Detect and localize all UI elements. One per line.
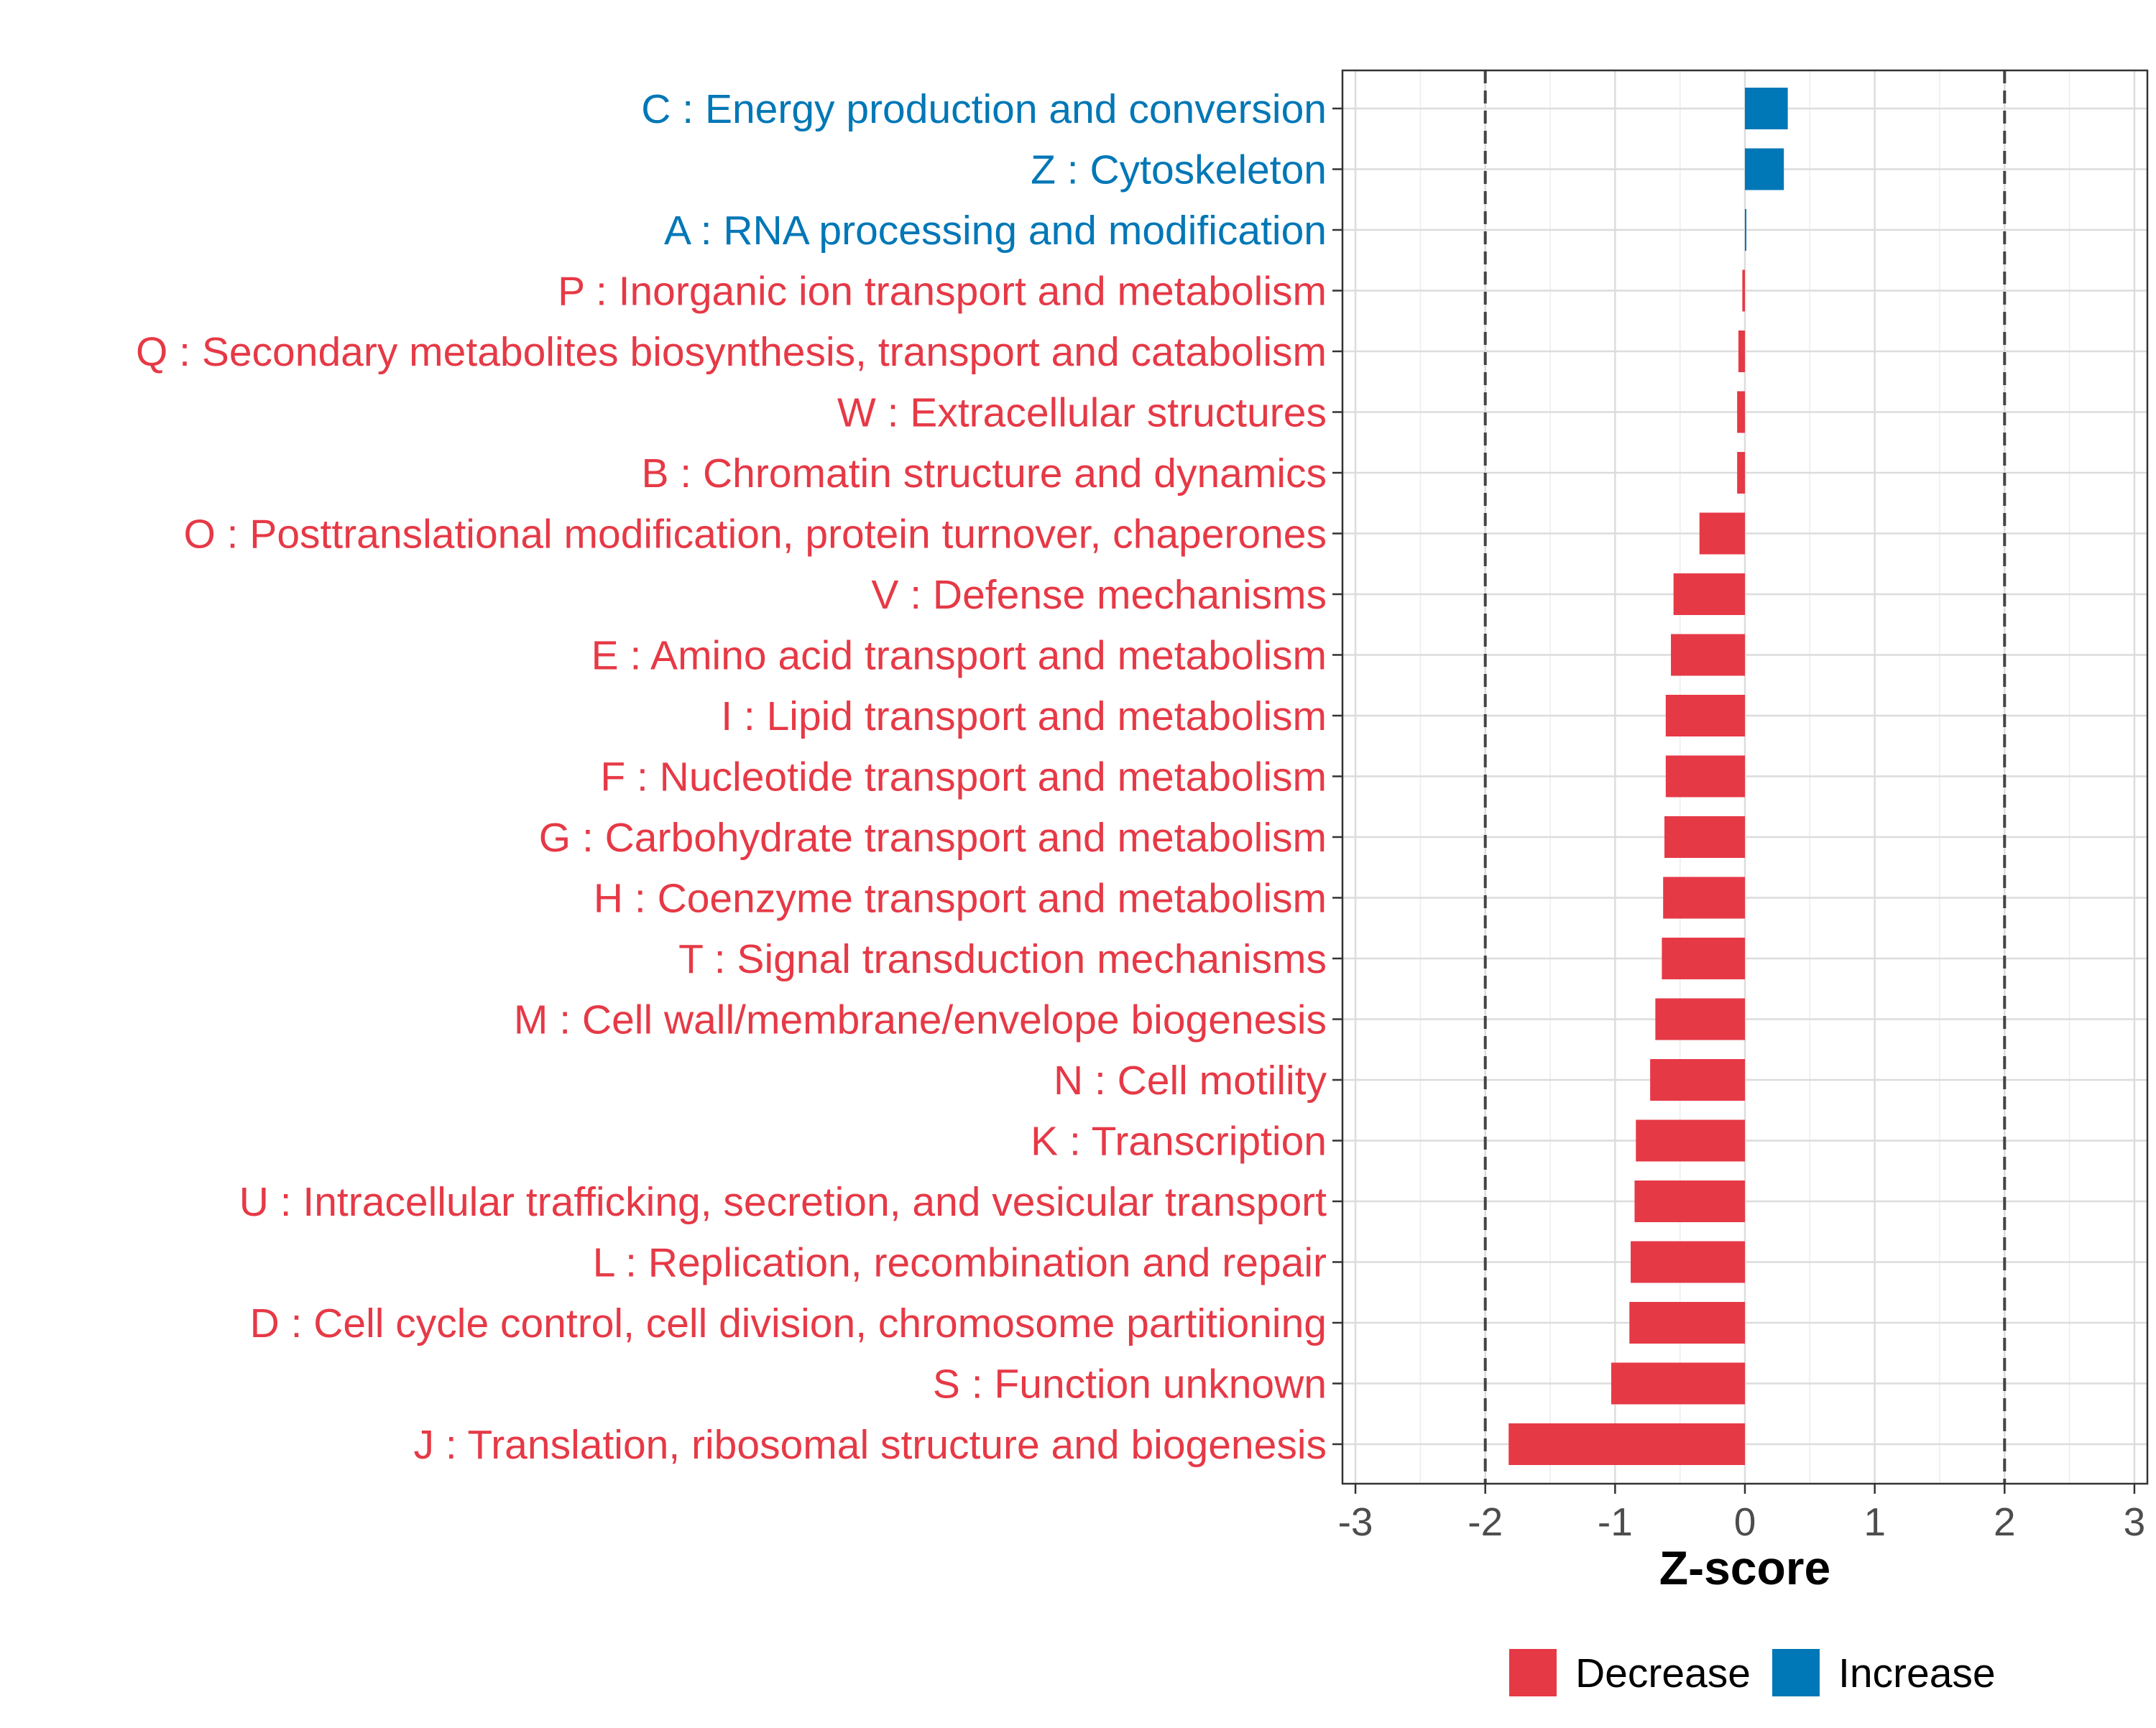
bar <box>1631 1241 1745 1283</box>
category-label: Z : Cytoskeleton <box>1031 147 1327 193</box>
x-tick-label: 1 <box>1864 1500 1886 1544</box>
legend: Decrease Increase <box>1509 1649 1996 1696</box>
category-label: S : Function unknown <box>933 1362 1327 1408</box>
category-label: T : Signal transduction mechanisms <box>678 936 1327 982</box>
category-label: E : Amino acid transport and metabolism <box>591 633 1327 679</box>
x-tick-label: 2 <box>1994 1500 2016 1544</box>
bar <box>1663 877 1745 919</box>
category-label: A : RNA processing and modification <box>664 208 1327 254</box>
category-label: K : Transcription <box>1031 1119 1327 1165</box>
bar <box>1745 88 1788 129</box>
legend-label: Increase <box>1838 1650 1996 1696</box>
bar <box>1745 148 1784 190</box>
bar <box>1636 1119 1745 1162</box>
category-axis: C : Energy production and conversion Z : … <box>136 86 1342 1468</box>
category-label: H : Coenzyme transport and metabolism <box>594 876 1327 922</box>
bar <box>1508 1423 1745 1465</box>
bar <box>1673 573 1745 615</box>
category-label: U : Intracellular trafficking, secretion… <box>239 1179 1327 1225</box>
category-label: M : Cell wall/membrane/envelope biogenes… <box>514 997 1327 1043</box>
category-label: W : Extracellular structures <box>837 390 1327 436</box>
bar <box>1737 391 1745 433</box>
bar <box>1629 1302 1745 1344</box>
category-label: O : Posttranslational modification, prot… <box>183 512 1327 558</box>
reference-lines <box>1483 70 2007 1484</box>
x-axis-title: Z-score <box>1659 1541 1830 1594</box>
bar <box>1650 1059 1745 1101</box>
legend-key <box>1509 1649 1557 1696</box>
x-tick-label: -3 <box>1338 1500 1373 1544</box>
category-label: V : Defense mechanisms <box>871 572 1327 618</box>
legend-label: Decrease <box>1575 1650 1751 1696</box>
category-label: N : Cell motility <box>1054 1058 1327 1104</box>
x-tick-label: 3 <box>2124 1500 2146 1544</box>
bar <box>1738 331 1745 372</box>
bar <box>1611 1362 1745 1405</box>
bar <box>1699 512 1745 555</box>
category-label: J : Translation, ribosomal structure and… <box>414 1422 1327 1468</box>
bar <box>1664 816 1745 858</box>
bar <box>1742 269 1745 312</box>
category-label: B : Chromatin structure and dynamics <box>641 451 1327 496</box>
bar <box>1634 1181 1745 1222</box>
legend-key <box>1772 1649 1820 1696</box>
bar <box>1655 998 1745 1040</box>
bar <box>1737 452 1745 494</box>
category-label: C : Energy production and conversion <box>641 86 1327 132</box>
bar <box>1662 938 1745 979</box>
category-label: P : Inorganic ion transport and metaboli… <box>558 269 1327 315</box>
bar-layer <box>1508 88 1788 1465</box>
bar <box>1665 695 1745 736</box>
x-tick-label: -1 <box>1598 1500 1633 1544</box>
category-label: D : Cell cycle control, cell division, c… <box>250 1300 1327 1346</box>
bar <box>1671 634 1745 676</box>
category-label: Q : Secondary metabolites biosynthesis, … <box>136 329 1327 375</box>
x-tick-label: 0 <box>1734 1500 1756 1544</box>
x-axis: -3 -2 -1 0 1 2 3 <box>1338 1484 2146 1544</box>
category-label: I : Lipid transport and metabolism <box>721 693 1327 739</box>
bar <box>1745 209 1746 251</box>
x-tick-label: -2 <box>1468 1500 1503 1544</box>
category-label: L : Replication, recombination and repai… <box>593 1240 1327 1286</box>
category-label: G : Carbohydrate transport and metabolis… <box>539 815 1327 861</box>
category-label: F : Nucleotide transport and metabolism <box>600 754 1327 800</box>
bar <box>1665 755 1745 798</box>
